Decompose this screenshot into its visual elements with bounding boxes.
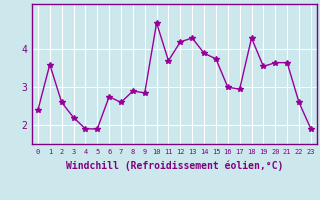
- X-axis label: Windchill (Refroidissement éolien,°C): Windchill (Refroidissement éolien,°C): [66, 160, 283, 171]
